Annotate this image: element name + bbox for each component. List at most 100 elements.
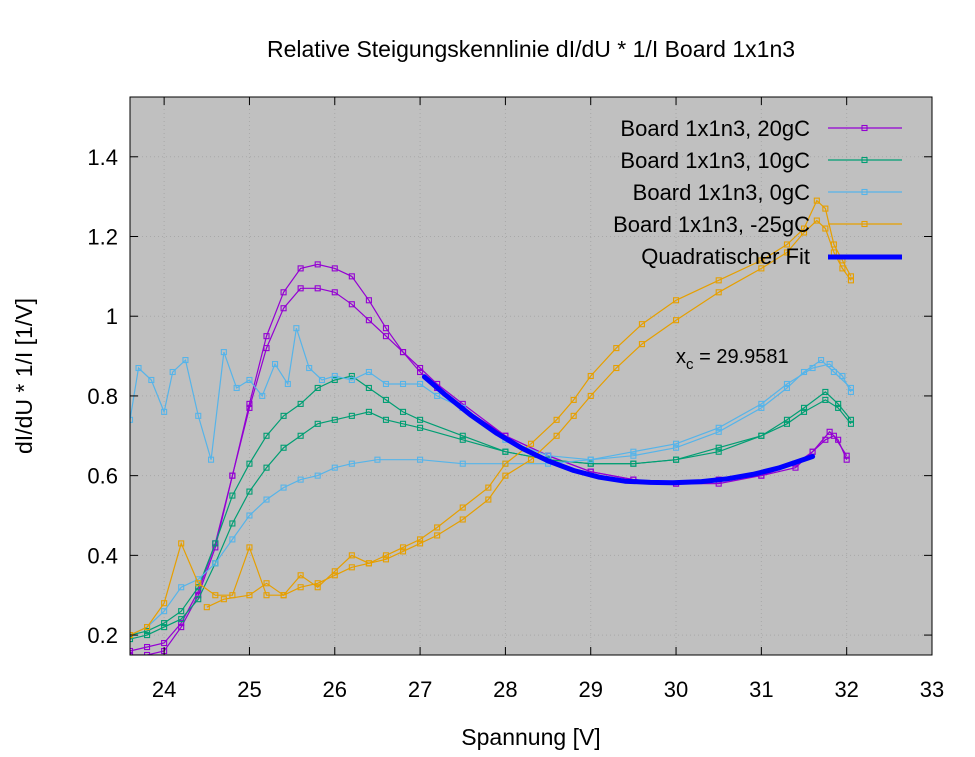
data-point xyxy=(263,333,270,340)
data-point xyxy=(715,448,722,455)
data-point xyxy=(843,456,850,463)
data-point xyxy=(822,396,829,403)
data-point xyxy=(374,456,381,463)
data-point xyxy=(263,580,270,587)
annotation-subscript: c xyxy=(686,356,694,373)
data-point xyxy=(830,432,837,439)
data-point xyxy=(263,592,270,599)
data-point xyxy=(246,460,253,467)
data-point xyxy=(715,289,722,296)
data-point xyxy=(417,536,424,543)
data-point xyxy=(822,205,829,212)
data-point xyxy=(382,333,390,340)
data-point xyxy=(715,277,722,284)
x-tick-label: 26 xyxy=(323,677,347,702)
data-point xyxy=(144,643,151,651)
data-point xyxy=(130,416,134,423)
y-tick-label: 0.2 xyxy=(87,623,118,648)
data-point xyxy=(839,265,846,272)
data-point xyxy=(365,368,372,376)
data-point xyxy=(263,345,270,352)
annotation-x: x xyxy=(676,346,686,368)
data-point xyxy=(331,572,338,579)
data-point xyxy=(826,428,833,435)
data-point xyxy=(178,608,185,615)
data-point xyxy=(783,249,791,256)
data-point xyxy=(263,464,270,471)
data-point xyxy=(246,544,253,551)
series-line xyxy=(130,328,852,461)
data-point xyxy=(783,380,791,388)
data-point xyxy=(365,317,372,324)
data-point xyxy=(331,265,338,272)
x-tick-label: 30 xyxy=(664,677,688,702)
data-point xyxy=(293,325,300,332)
legend-marker xyxy=(861,156,868,164)
data-point xyxy=(314,384,321,392)
data-point xyxy=(161,600,168,607)
data-point xyxy=(297,584,304,591)
data-point xyxy=(417,364,424,372)
data-point xyxy=(587,392,594,399)
data-point xyxy=(144,651,151,655)
data-point xyxy=(587,456,594,463)
data-point xyxy=(280,289,287,296)
data-point xyxy=(809,364,816,372)
data-point xyxy=(233,384,240,392)
data-point xyxy=(553,432,560,439)
data-point xyxy=(839,372,846,380)
data-point xyxy=(195,584,202,591)
ticks: 24 25 26 27 28 29 30 31 32 33 0.2 0.4 0.6 0.8 1 1.2 1.4 xyxy=(87,97,944,702)
data-point xyxy=(434,392,441,399)
data-point xyxy=(212,592,219,599)
legend-label: Board 1x1n3, -25gC xyxy=(613,212,810,237)
x-tick-label: 24 xyxy=(152,677,176,702)
data-point xyxy=(587,460,594,467)
data-point xyxy=(758,404,765,411)
y-tick-label: 1.4 xyxy=(87,145,118,170)
data-point xyxy=(130,647,134,655)
x-tick-label: 31 xyxy=(749,677,773,702)
data-point xyxy=(813,197,820,204)
data-point xyxy=(485,484,492,491)
data-point xyxy=(822,388,829,395)
data-point xyxy=(434,524,441,531)
series-6 xyxy=(130,197,854,639)
data-point xyxy=(847,388,854,395)
data-point xyxy=(130,636,134,643)
data-point xyxy=(297,400,304,407)
data-point xyxy=(144,624,151,631)
series-line xyxy=(130,363,852,636)
series-7 xyxy=(203,217,854,611)
x-tick-label: 32 xyxy=(834,677,858,702)
data-point xyxy=(331,289,338,296)
data-point xyxy=(613,345,620,352)
y-tick-label: 0.8 xyxy=(87,384,118,409)
data-point xyxy=(348,412,355,419)
data-point xyxy=(195,412,202,419)
xc-annotation: xc = 29.9581 xyxy=(676,346,789,373)
y-tick-label: 1 xyxy=(106,304,118,329)
data-point xyxy=(178,624,185,631)
data-point xyxy=(314,285,321,292)
data-point xyxy=(783,420,791,427)
data-point xyxy=(813,217,820,224)
data-point xyxy=(331,376,338,384)
series-line xyxy=(206,219,852,608)
data-point xyxy=(246,488,253,495)
data-point xyxy=(459,504,466,511)
data-point xyxy=(587,372,594,380)
data-point xyxy=(800,408,808,415)
data-point xyxy=(306,364,313,372)
data-point xyxy=(161,624,168,631)
series-line xyxy=(130,199,852,636)
data-point xyxy=(758,257,765,264)
plot-area xyxy=(130,97,932,655)
data-point xyxy=(382,396,390,403)
data-point xyxy=(161,620,168,627)
data-point xyxy=(161,639,168,647)
data-point xyxy=(843,452,850,459)
data-point xyxy=(417,456,424,463)
data-point xyxy=(148,376,155,384)
data-point xyxy=(758,432,765,439)
